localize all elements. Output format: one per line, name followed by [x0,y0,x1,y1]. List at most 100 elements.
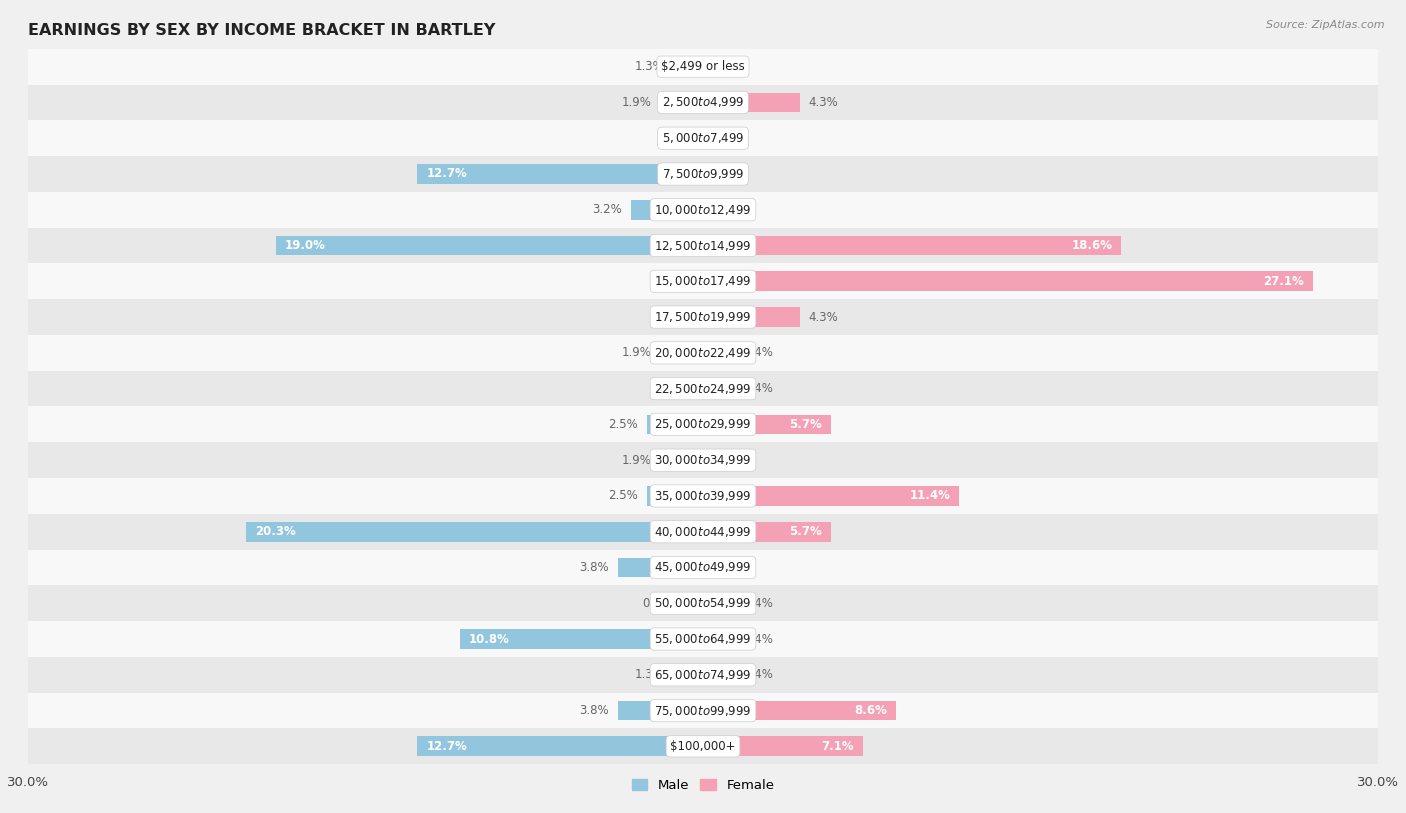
Bar [28,585,1378,621]
Text: $65,000 to $74,999: $65,000 to $74,999 [654,667,752,682]
Text: $12,500 to $14,999: $12,500 to $14,999 [654,238,752,253]
Legend: Male, Female: Male, Female [626,773,780,797]
Text: 20.3%: 20.3% [256,525,297,538]
Bar [28,657,1378,693]
Bar [703,343,734,363]
Text: 11.4%: 11.4% [910,489,950,502]
Text: 1.3%: 1.3% [636,668,665,681]
Text: 0.0%: 0.0% [707,167,737,180]
Bar [28,478,1378,514]
Bar [703,415,831,434]
Bar [28,442,1378,478]
Text: 27.1%: 27.1% [1263,275,1303,288]
Bar [28,728,1378,764]
Text: EARNINGS BY SEX BY INCOME BRACKET IN BARTLEY: EARNINGS BY SEX BY INCOME BRACKET IN BAR… [28,23,495,38]
Bar [276,236,703,255]
Text: 19.0%: 19.0% [284,239,325,252]
Text: 0.0%: 0.0% [669,382,699,395]
Text: $35,000 to $39,999: $35,000 to $39,999 [654,489,752,503]
Text: $100,000+: $100,000+ [671,740,735,753]
Text: 10.8%: 10.8% [470,633,510,646]
Text: 0.0%: 0.0% [707,132,737,145]
Bar [703,379,734,398]
Text: 5.7%: 5.7% [790,525,823,538]
Text: 0.0%: 0.0% [707,454,737,467]
Text: 0.0%: 0.0% [669,132,699,145]
Text: 1.4%: 1.4% [744,346,773,359]
Bar [28,192,1378,228]
Bar [703,522,831,541]
Bar [703,307,800,327]
Text: 7.1%: 7.1% [821,740,853,753]
Text: 1.4%: 1.4% [744,668,773,681]
Bar [28,120,1378,156]
Text: $75,000 to $99,999: $75,000 to $99,999 [654,703,752,718]
Text: 0.0%: 0.0% [707,561,737,574]
Bar [703,665,734,685]
Text: $25,000 to $29,999: $25,000 to $29,999 [654,417,752,432]
Text: 1.4%: 1.4% [744,597,773,610]
Bar [703,236,1122,255]
Bar [617,558,703,577]
Text: $30,000 to $34,999: $30,000 to $34,999 [654,453,752,467]
Text: 0.0%: 0.0% [669,311,699,324]
Text: 8.6%: 8.6% [855,704,887,717]
Text: Source: ZipAtlas.com: Source: ZipAtlas.com [1267,20,1385,30]
Text: $55,000 to $64,999: $55,000 to $64,999 [654,632,752,646]
Bar [28,621,1378,657]
Bar [703,272,1313,291]
Text: $2,499 or less: $2,499 or less [661,60,745,73]
Text: 1.4%: 1.4% [744,382,773,395]
Bar [28,156,1378,192]
Bar [647,415,703,434]
Bar [673,665,703,685]
Text: 0.0%: 0.0% [669,275,699,288]
Text: $5,000 to $7,499: $5,000 to $7,499 [662,131,744,146]
Bar [661,343,703,363]
Bar [28,299,1378,335]
Text: 1.9%: 1.9% [621,454,651,467]
Text: $15,000 to $17,499: $15,000 to $17,499 [654,274,752,289]
Bar [673,57,703,76]
Text: 1.9%: 1.9% [621,96,651,109]
Text: 18.6%: 18.6% [1071,239,1112,252]
Bar [631,200,703,220]
Text: 5.7%: 5.7% [790,418,823,431]
Text: 12.7%: 12.7% [426,167,467,180]
Bar [703,486,959,506]
Bar [647,486,703,506]
Bar [460,629,703,649]
Bar [28,85,1378,120]
Bar [661,450,703,470]
Bar [28,550,1378,585]
Text: $50,000 to $54,999: $50,000 to $54,999 [654,596,752,611]
Bar [28,406,1378,442]
Text: 3.2%: 3.2% [592,203,621,216]
Bar [661,93,703,112]
Text: 0.0%: 0.0% [707,203,737,216]
Text: $7,500 to $9,999: $7,500 to $9,999 [662,167,744,181]
Text: 0.0%: 0.0% [707,60,737,73]
Text: 1.9%: 1.9% [621,346,651,359]
Text: $2,500 to $4,999: $2,500 to $4,999 [662,95,744,110]
Text: $22,500 to $24,999: $22,500 to $24,999 [654,381,752,396]
Bar [28,49,1378,85]
Text: $10,000 to $12,499: $10,000 to $12,499 [654,202,752,217]
Bar [28,263,1378,299]
Text: 4.3%: 4.3% [808,311,838,324]
Bar [703,593,734,613]
Bar [28,514,1378,550]
Bar [703,737,863,756]
Bar [28,228,1378,263]
Bar [703,629,734,649]
Text: 4.3%: 4.3% [808,96,838,109]
Bar [703,701,897,720]
Text: 2.5%: 2.5% [607,418,638,431]
Bar [28,371,1378,406]
Text: 3.8%: 3.8% [579,704,609,717]
Bar [418,164,703,184]
Text: $17,500 to $19,999: $17,500 to $19,999 [654,310,752,324]
Bar [28,335,1378,371]
Bar [246,522,703,541]
Bar [28,693,1378,728]
